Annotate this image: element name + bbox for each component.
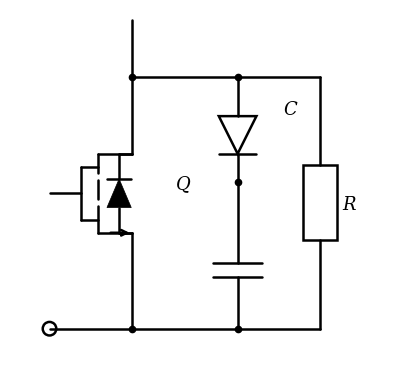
Text: R: R [342, 196, 355, 213]
Polygon shape [107, 179, 131, 208]
Text: C: C [284, 102, 297, 119]
Bar [304, 165, 337, 240]
Text: Q: Q [176, 175, 190, 193]
